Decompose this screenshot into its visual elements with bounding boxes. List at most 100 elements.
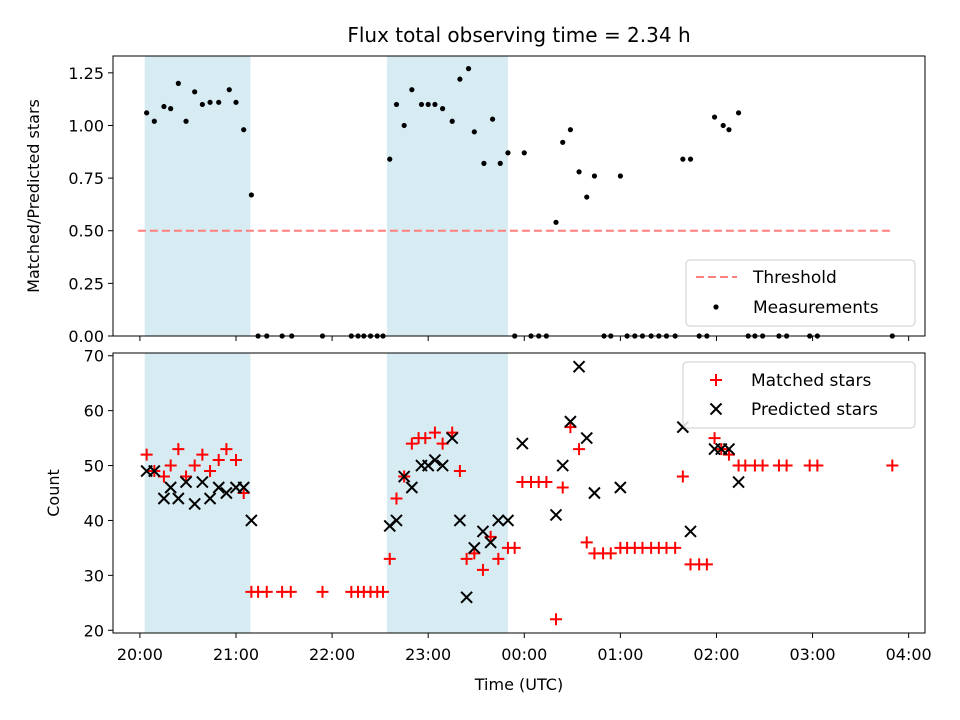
x-tick-label: 21:00 (213, 645, 259, 664)
measurement-point (207, 99, 213, 105)
measurement-point (432, 101, 438, 108)
predicted-star-point (564, 415, 577, 428)
x-axis-label: Time (UTC) (474, 675, 563, 694)
measurement-point (711, 114, 718, 120)
predicted-star-point (516, 437, 529, 450)
matched-star-point (180, 470, 193, 483)
matched-star-point (383, 552, 396, 565)
measurement-point (471, 129, 477, 135)
predicted-star-point (446, 431, 459, 445)
predicted-star-point (172, 492, 185, 505)
measurement-point (161, 103, 167, 110)
predicted-star-point (588, 486, 601, 500)
predicted-star-point (428, 453, 442, 467)
matched-star-point (157, 470, 170, 483)
x-tick-label: 00:00 (501, 645, 547, 664)
top-highlight-spans (144, 56, 508, 336)
measurement-point (241, 127, 247, 133)
matched-star-points (140, 421, 899, 626)
measurement-point (233, 99, 239, 105)
matched-star-point (700, 558, 713, 571)
predicted-star-points (140, 360, 745, 604)
y-tick-label: 0.75 (68, 169, 104, 188)
highlight-span (386, 353, 508, 633)
x-tick-label: 04:00 (886, 645, 932, 664)
measurement-point (505, 150, 511, 156)
measurement-point (553, 219, 559, 225)
y-tick-label: 1.00 (68, 116, 104, 135)
measurement-point (409, 87, 415, 93)
predicted-star-point (722, 442, 736, 456)
legend-measurements-label: Measurements (753, 298, 879, 318)
predicted-star-point (468, 541, 481, 555)
measurement-point (144, 110, 150, 116)
measurement-point (199, 101, 205, 108)
count-panel: 20 30 40 50 60 70 20:00 21:00 22:00 23:00 00:00 01… (44, 347, 932, 694)
predicted-star-point (492, 514, 505, 527)
measurement-point (576, 169, 582, 175)
measurement-point (735, 110, 742, 116)
matched-star-point (260, 585, 273, 598)
predicted-star-point (237, 481, 250, 494)
measurement-point (567, 127, 574, 133)
predicted-star-point (614, 481, 627, 494)
matched-star-point (237, 487, 250, 499)
matched-star-point (484, 530, 497, 543)
measurement-point (151, 118, 157, 124)
x-tick-label: 02:00 (693, 645, 739, 664)
measurement-point (175, 80, 181, 86)
measurement-point (617, 173, 623, 179)
predicted-star-point (580, 431, 593, 445)
measurement-point (216, 99, 222, 105)
legend-predicted-swatch (709, 402, 723, 416)
bottom-x-ticks: 20:00 21:00 22:00 23:00 00:00 01:00 02:00 03:00… (117, 633, 932, 664)
bottom-axes-frame (112, 352, 926, 634)
matched-star-point (669, 541, 682, 554)
top-axes-frame (112, 55, 926, 337)
measurement-point (440, 106, 446, 112)
predicted-star-point (405, 481, 419, 494)
y-tick-label: 0.00 (68, 327, 104, 346)
x-tick-label: 03:00 (790, 645, 836, 664)
top-y-axis-label: Matched/Predicted stars (24, 99, 43, 293)
matched-star-point (508, 541, 521, 554)
measurement-point (393, 101, 400, 108)
matched-star-point (604, 547, 617, 560)
predicted-star-point (179, 475, 193, 489)
highlight-span (144, 353, 251, 633)
measurement-points (144, 66, 895, 339)
matched-star-point (377, 585, 390, 598)
measurement-point (248, 192, 254, 198)
top-legend: Threshold Measurements (685, 259, 916, 327)
predicted-star-point (460, 591, 473, 604)
x-tick-label: 23:00 (405, 645, 451, 664)
highlight-span (144, 56, 251, 336)
y-tick-label: 40 (84, 511, 104, 530)
predicted-star-point (484, 536, 497, 549)
matched-star-point (436, 437, 449, 450)
matched-star-point (390, 492, 403, 505)
predicted-star-point (436, 459, 449, 472)
matched-star-point (564, 421, 577, 434)
matched-star-point (230, 454, 243, 467)
chart-title: Flux total observing time = 2.34 h (347, 23, 690, 47)
measurement-point (425, 101, 431, 108)
matched-star-point (446, 426, 459, 439)
measurement-point (591, 173, 598, 179)
predicted-star-point (164, 481, 177, 494)
x-tick-label: 01:00 (597, 645, 643, 664)
matched-star-point (453, 465, 466, 478)
predicted-star-point (390, 514, 403, 527)
predicted-star-point (397, 470, 411, 483)
matched-star-point (164, 459, 177, 472)
predicted-star-point (196, 475, 209, 489)
y-tick-label: 0.25 (68, 274, 104, 293)
measurement-point (465, 66, 472, 72)
matched-star-point (780, 459, 793, 472)
predicted-star-point (572, 360, 586, 373)
predicted-star-point (549, 508, 563, 522)
measurement-point (168, 106, 174, 112)
matched-star-point (188, 459, 201, 472)
matched-star-point (419, 432, 432, 445)
